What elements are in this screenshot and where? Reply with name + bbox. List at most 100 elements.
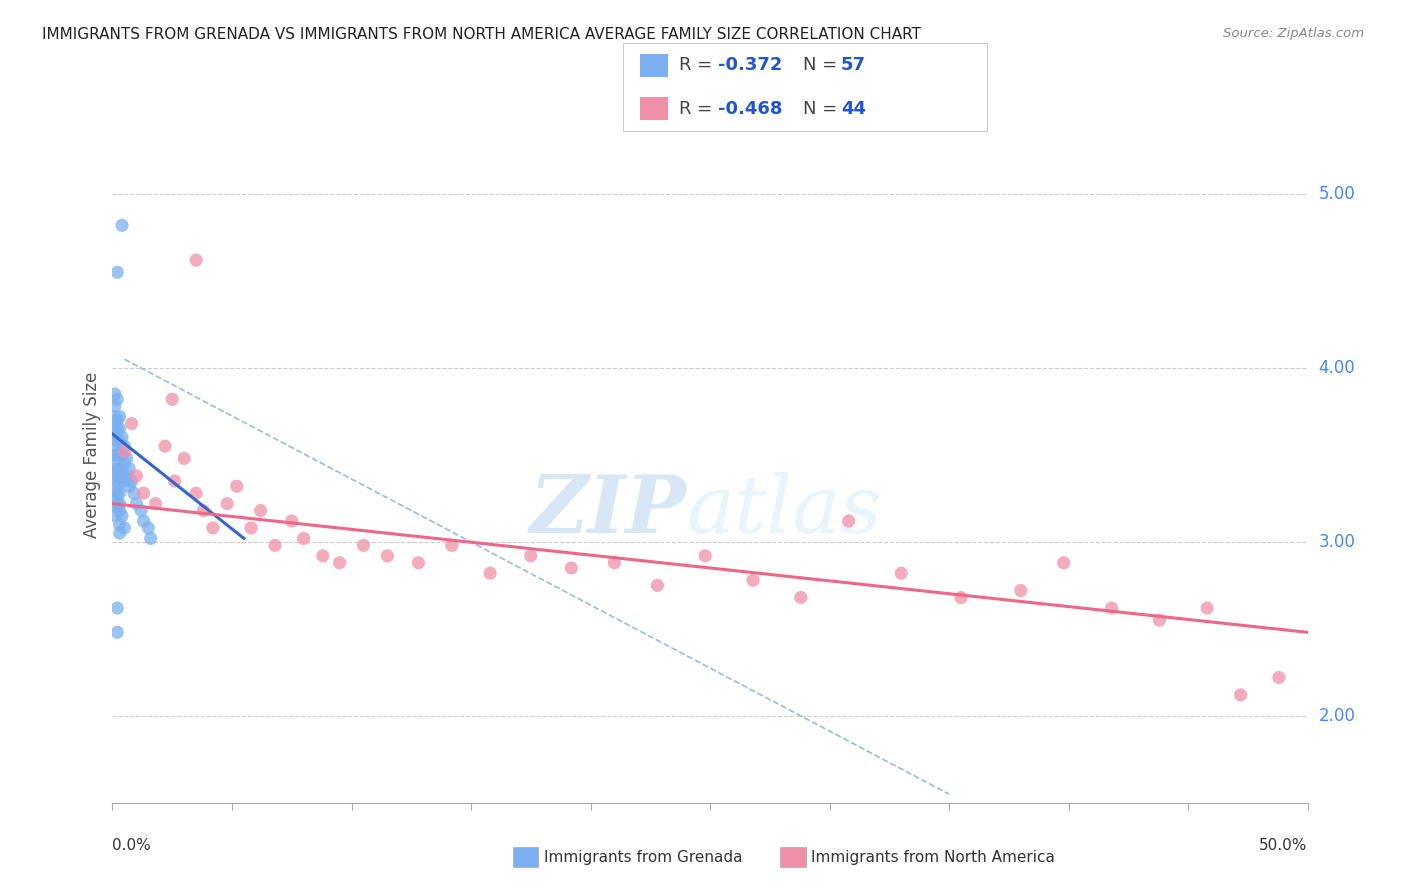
Point	[352, 538, 374, 552]
Point	[104, 409, 127, 424]
Point	[122, 486, 145, 500]
Text: 2.00: 2.00	[1319, 706, 1355, 725]
Point	[1229, 688, 1251, 702]
Point	[129, 503, 152, 517]
Text: 44: 44	[841, 100, 866, 118]
Point	[838, 514, 860, 528]
Point	[377, 549, 399, 563]
Point	[292, 532, 315, 546]
Point	[560, 561, 582, 575]
Point	[118, 479, 141, 493]
Text: 3.00: 3.00	[1319, 533, 1355, 551]
Text: Immigrants from Grenada: Immigrants from Grenada	[544, 850, 742, 864]
Point	[104, 427, 127, 442]
Point	[408, 556, 430, 570]
Point	[1268, 671, 1291, 685]
Point	[217, 497, 239, 511]
Point	[890, 566, 912, 581]
Point	[104, 508, 127, 523]
Point	[173, 451, 195, 466]
Point	[111, 508, 134, 523]
Text: 57: 57	[841, 56, 866, 74]
Point	[108, 462, 131, 476]
Point	[108, 503, 131, 517]
Point	[742, 573, 765, 587]
Point	[105, 448, 128, 462]
Point	[145, 497, 167, 511]
Point	[105, 601, 128, 615]
Point	[249, 503, 271, 517]
Text: R =: R =	[679, 56, 718, 74]
Point	[312, 549, 335, 563]
Point	[949, 591, 972, 605]
Point	[114, 439, 135, 453]
Point	[193, 503, 215, 517]
Text: N =: N =	[803, 56, 842, 74]
Point	[108, 486, 131, 500]
Point	[1149, 613, 1171, 627]
Point	[790, 591, 813, 605]
Point	[264, 538, 287, 552]
Point	[1197, 601, 1219, 615]
Point	[114, 521, 135, 535]
Text: 50.0%: 50.0%	[1260, 838, 1308, 853]
Point	[105, 625, 128, 640]
Text: 5.00: 5.00	[1319, 185, 1355, 203]
Point	[105, 392, 128, 407]
Point	[105, 468, 128, 483]
Point	[115, 451, 138, 466]
Point	[186, 486, 208, 500]
Point	[105, 462, 128, 476]
Point	[108, 474, 131, 488]
Point	[153, 439, 176, 453]
Point	[111, 219, 134, 233]
Point	[603, 556, 626, 570]
Point	[105, 265, 128, 279]
Y-axis label: Average Family Size: Average Family Size	[83, 372, 101, 538]
Point	[440, 538, 463, 552]
Point	[108, 434, 131, 448]
Text: R =: R =	[679, 100, 718, 118]
Point	[104, 448, 127, 462]
Point	[647, 578, 669, 592]
Text: -0.372: -0.372	[718, 56, 783, 74]
Point	[163, 474, 186, 488]
Point	[105, 434, 128, 448]
Text: IMMIGRANTS FROM GRENADA VS IMMIGRANTS FROM NORTH AMERICA AVERAGE FAMILY SIZE COR: IMMIGRANTS FROM GRENADA VS IMMIGRANTS FR…	[42, 27, 921, 42]
Point	[108, 497, 131, 511]
Text: Immigrants from North America: Immigrants from North America	[811, 850, 1054, 864]
Text: 0.0%: 0.0%	[112, 838, 152, 853]
Point	[114, 474, 135, 488]
Point	[104, 457, 127, 471]
Point	[114, 457, 135, 471]
Text: N =: N =	[803, 100, 842, 118]
Point	[104, 474, 127, 488]
Point	[240, 521, 263, 535]
Point	[281, 514, 304, 528]
Point	[520, 549, 543, 563]
Point	[225, 479, 247, 493]
Text: -0.468: -0.468	[718, 100, 783, 118]
Point	[201, 521, 224, 535]
Text: ZIP: ZIP	[529, 472, 686, 549]
Point	[121, 417, 143, 431]
Point	[104, 439, 127, 453]
Point	[108, 422, 131, 436]
Point	[105, 500, 128, 514]
Point	[138, 521, 160, 535]
Point	[1010, 583, 1032, 598]
Point	[139, 532, 162, 546]
Point	[111, 448, 134, 462]
Point	[132, 514, 155, 528]
Point	[108, 526, 131, 541]
Point	[695, 549, 717, 563]
Point	[104, 417, 127, 431]
Point	[105, 497, 128, 511]
Point	[162, 392, 183, 407]
Point	[125, 468, 148, 483]
Point	[104, 399, 127, 413]
Point	[104, 387, 127, 401]
Point	[104, 466, 127, 480]
Point	[111, 468, 134, 483]
Point	[328, 556, 352, 570]
